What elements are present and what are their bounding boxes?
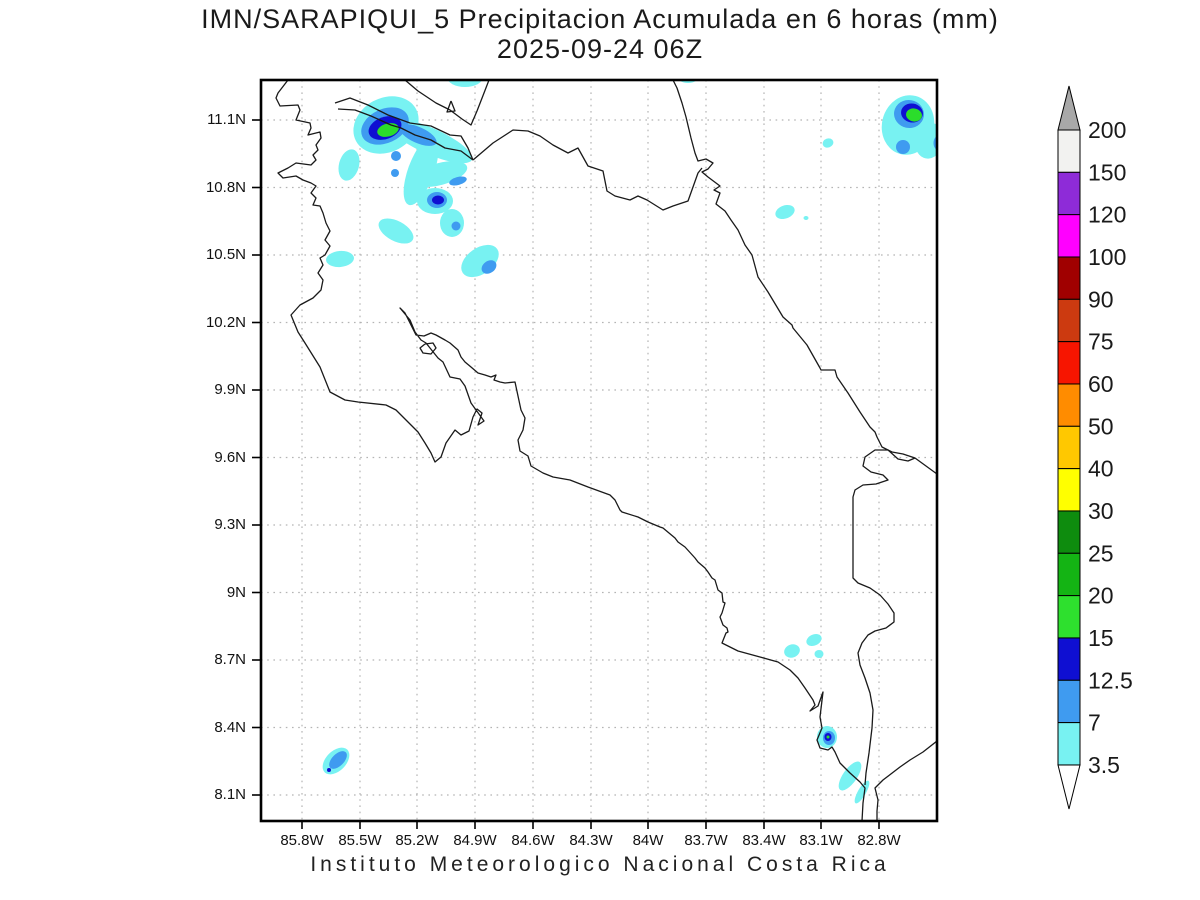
colorbar-tick-label: 12.5 (1088, 667, 1133, 693)
lon-tick-label: 84.9W (453, 832, 497, 849)
colorbar-segment (1057, 679, 1081, 724)
colorbar-segment (1057, 595, 1081, 639)
precip-level-c4 (377, 108, 922, 739)
colorbar-segment (1057, 341, 1081, 385)
colorbar-segment (1057, 552, 1081, 597)
colorbar-tick-label: 200 (1088, 117, 1126, 143)
lat-tick-label: 8.4N (214, 718, 246, 736)
colorbar-tick-label: 75 (1088, 329, 1114, 355)
colorbar-segment (1057, 425, 1081, 470)
lat-tick-label: 8.1N (214, 786, 246, 803)
lon-tick-label: 83.4W (742, 832, 786, 849)
colorbar-tick-label: 3.5 (1088, 752, 1120, 778)
colorbar-segment (1057, 171, 1081, 216)
coastline-borders (275, 80, 937, 821)
colorbar-segment (1057, 722, 1081, 766)
colorbar-legend: 200 150 120 100 90 75 60 50 40 30 25 20 15 12.5 7 3.5 (1040, 80, 1200, 828)
lon-tick-label: 85.5W (338, 832, 382, 849)
lon-tick-label: 83.1W (799, 832, 843, 849)
colorbar-segment (1057, 510, 1081, 554)
colorbar-tick-label: 90 (1088, 286, 1114, 312)
colorbar-tick-label: 25 (1088, 540, 1114, 566)
colorbar-tick-label: 20 (1088, 583, 1114, 609)
lon-tick-label: 82.8W (857, 832, 901, 849)
graticule-grid (261, 80, 937, 821)
colorbar-segment (1057, 298, 1081, 343)
lat-tick-label: 10.5N (205, 246, 246, 263)
lon-tick-label: 84W (632, 832, 664, 849)
map-frame (259, 78, 939, 823)
lat-tick-label: 10.2N (205, 313, 246, 331)
lat-tick-label: 9.3N (214, 516, 246, 533)
lon-tick-label: 84.3W (569, 832, 613, 849)
colorbar-svg: 200 150 120 100 90 75 60 50 40 30 25 20 15 12.5 7 3.5 (1057, 85, 1133, 810)
colorbar-tick-label: 120 (1088, 202, 1126, 228)
lat-tick-label: 9N (226, 583, 246, 601)
footer-attribution: Instituto Meteorologico Nacional Costa R… (310, 853, 890, 876)
colorbar-segment (1057, 468, 1081, 512)
colorbar-arrow-bottom (1057, 764, 1081, 810)
title-block: IMN/SARAPIQUI_5 Precipitacion Acumulada … (0, 4, 1200, 64)
axis-ticks (252, 119, 880, 829)
colorbar-tick-label: 50 (1088, 413, 1114, 439)
colorbar-segment (1057, 256, 1081, 300)
colorbar-segment (1057, 637, 1081, 681)
colorbar-tick-label: 7 (1088, 710, 1101, 736)
colorbar-segment (1057, 129, 1081, 173)
colorbar-tick-label: 60 (1088, 371, 1114, 397)
precipitation-field (322, 80, 937, 804)
colorbar-segment (1057, 383, 1081, 427)
costa-rica-precipitation-map (252, 78, 939, 829)
lat-tick-label: 10.8N (205, 178, 246, 196)
colorbar-tick-label: 100 (1088, 244, 1126, 270)
lon-tick-label: 85.8W (280, 832, 324, 849)
lat-tick-label: 9.6N (214, 448, 246, 466)
lat-tick-label: 11.1N (207, 111, 246, 128)
colorbar-tick-label: 30 (1088, 498, 1114, 524)
colorbar-segment (1057, 214, 1081, 258)
colorbar-tick-label: 15 (1088, 625, 1114, 651)
lon-tick-label: 85.2W (395, 832, 439, 849)
lon-tick-label: 83.7W (684, 832, 728, 849)
map-panel (250, 73, 940, 835)
colorbar-tick-label: 150 (1088, 159, 1126, 185)
lon-tick-label: 84.6W (511, 832, 555, 849)
lat-tick-label: 8.7N (214, 651, 246, 668)
colorbar-arrow-top (1057, 85, 1081, 131)
page-title: IMN/SARAPIQUI_5 Precipitacion Acumulada … (201, 4, 999, 34)
colorbar-tick-label: 40 (1088, 456, 1114, 482)
lat-tick-label: 9.9N (214, 381, 246, 398)
valid-time-subtitle: 2025-09-24 06Z (496, 34, 704, 64)
precip-level-c1 (322, 80, 937, 804)
